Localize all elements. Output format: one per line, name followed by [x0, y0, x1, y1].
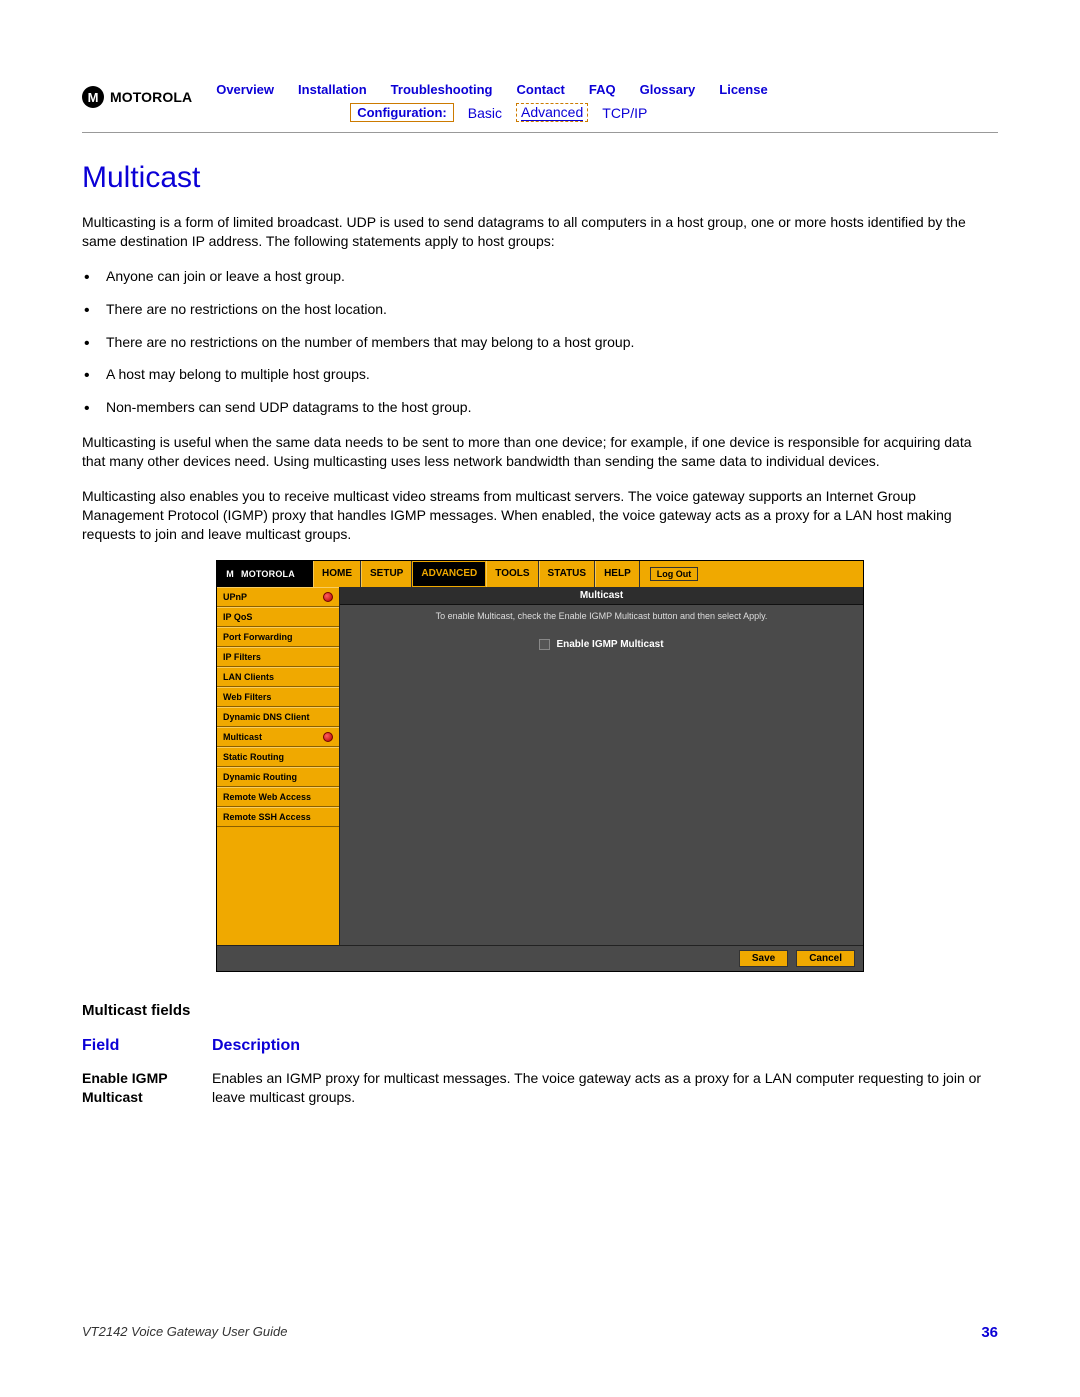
section-title: Multicast: [82, 161, 998, 195]
nav-installation[interactable]: Installation: [298, 82, 367, 97]
nav-advanced-active[interactable]: Advanced: [516, 103, 588, 122]
nav-secondary: Configuration: Basic Advanced TCP/IP: [210, 103, 998, 122]
host-group-bullets: Anyone can join or leave a host group. T…: [82, 267, 998, 417]
ss-checkbox-label: Enable IGMP Multicast: [556, 639, 663, 650]
ss-tab-advanced[interactable]: ADVANCED: [412, 561, 486, 587]
ss-tab-setup[interactable]: SETUP: [361, 561, 412, 587]
active-dot-icon: [323, 592, 333, 602]
ss-sidebar-remotessh[interactable]: Remote SSH Access: [217, 807, 339, 827]
intro-paragraph-1: Multicasting is a form of limited broadc…: [82, 213, 998, 251]
ss-logout-button[interactable]: Log Out: [650, 567, 699, 581]
col-header-description: Description: [212, 1037, 998, 1055]
ss-top-tabs: HOME SETUP ADVANCED TOOLS STATUS HELP: [313, 561, 640, 587]
ss-tab-status[interactable]: STATUS: [539, 561, 596, 587]
fields-table-header: Field Description: [82, 1037, 998, 1055]
ss-save-button[interactable]: Save: [739, 950, 788, 967]
ss-main-panel: Multicast To enable Multicast, check the…: [339, 587, 863, 945]
ss-sidebar-webfilters[interactable]: Web Filters: [217, 687, 339, 707]
ss-sidebar-ipqos[interactable]: IP QoS: [217, 607, 339, 627]
nav-overview[interactable]: Overview: [216, 82, 274, 97]
bullet-item: There are no restrictions on the host lo…: [106, 300, 998, 319]
footer-page-number: 36: [981, 1324, 998, 1341]
ss-sidebar-ipfilters[interactable]: IP Filters: [217, 647, 339, 667]
brand-text: MOTOROLA: [110, 89, 192, 105]
ss-sidebar-portfwd[interactable]: Port Forwarding: [217, 627, 339, 647]
nav-glossary[interactable]: Glossary: [640, 82, 696, 97]
ss-brand-logo: M MOTOROLA: [217, 561, 313, 587]
ss-tab-tools[interactable]: TOOLS: [486, 561, 538, 587]
intro-paragraph-3: Multicasting also enables you to receive…: [82, 487, 998, 544]
nav-license[interactable]: License: [719, 82, 767, 97]
bullet-item: Non-members can send UDP datagrams to th…: [106, 398, 998, 417]
header-divider: [82, 132, 998, 133]
fields-table-row: Enable IGMP Multicast Enables an IGMP pr…: [82, 1069, 998, 1107]
ss-sidebar-dynamicrouting[interactable]: Dynamic Routing: [217, 767, 339, 787]
field-name: Enable IGMP Multicast: [82, 1069, 212, 1107]
ss-sidebar-lanclients[interactable]: LAN Clients: [217, 667, 339, 687]
ss-enable-igmp-row: Enable IGMP Multicast: [340, 639, 863, 650]
field-description: Enables an IGMP proxy for multicast mess…: [212, 1069, 998, 1107]
ss-sidebar-upnp[interactable]: UPnP: [217, 587, 339, 607]
brand-logo: M MOTOROLA: [82, 86, 192, 108]
multicast-screenshot: M MOTOROLA HOME SETUP ADVANCED TOOLS STA…: [216, 560, 864, 972]
col-header-field: Field: [82, 1037, 212, 1055]
page-footer: VT2142 Voice Gateway User Guide 36: [82, 1324, 998, 1341]
ss-cancel-button[interactable]: Cancel: [796, 950, 855, 967]
nav-troubleshooting[interactable]: Troubleshooting: [391, 82, 493, 97]
intro-paragraph-2: Multicasting is useful when the same dat…: [82, 433, 998, 471]
nav-contact[interactable]: Contact: [516, 82, 564, 97]
ss-tab-home[interactable]: HOME: [313, 561, 361, 587]
ss-enable-igmp-checkbox[interactable]: [539, 639, 550, 650]
nav-basic[interactable]: Basic: [468, 105, 502, 121]
nav-faq[interactable]: FAQ: [589, 82, 616, 97]
bullet-item: There are no restrictions on the number …: [106, 333, 998, 352]
fields-section-title: Multicast fields: [82, 1002, 998, 1019]
ss-sidebar-remoteweb[interactable]: Remote Web Access: [217, 787, 339, 807]
footer-doc-title: VT2142 Voice Gateway User Guide: [82, 1324, 287, 1341]
ss-sidebar-multicast[interactable]: Multicast: [217, 727, 339, 747]
nav-primary: Overview Installation Troubleshooting Co…: [210, 82, 998, 97]
ss-panel-desc: To enable Multicast, check the Enable IG…: [340, 605, 863, 635]
active-dot-icon: [323, 732, 333, 742]
bullet-item: A host may belong to multiple host group…: [106, 365, 998, 384]
ss-sidebar-ddns[interactable]: Dynamic DNS Client: [217, 707, 339, 727]
ss-panel-title: Multicast: [340, 587, 863, 605]
ss-sidebar: UPnP IP QoS Port Forwarding IP Filters L…: [217, 587, 339, 945]
ss-tab-help[interactable]: HELP: [595, 561, 640, 587]
bullet-item: Anyone can join or leave a host group.: [106, 267, 998, 286]
nav-configuration[interactable]: Configuration:: [350, 103, 454, 122]
nav-tcpip[interactable]: TCP/IP: [602, 105, 647, 121]
ss-sidebar-staticrouting[interactable]: Static Routing: [217, 747, 339, 767]
